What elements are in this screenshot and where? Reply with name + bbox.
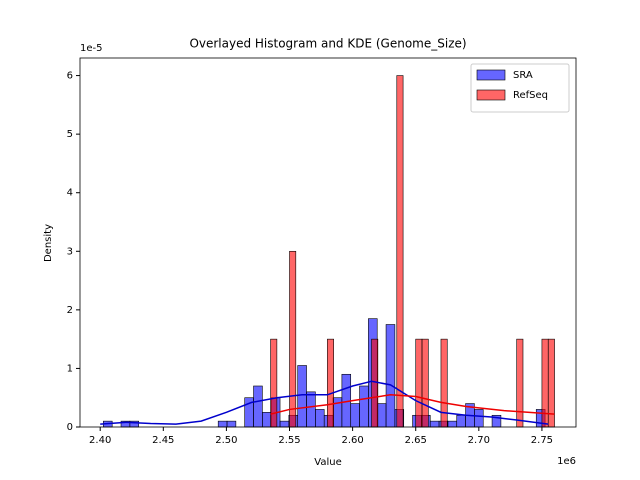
- histogram-bar: [385, 324, 396, 428]
- histogram-bar: [350, 403, 360, 428]
- y-tick-label: 3: [67, 246, 73, 257]
- histogram-bar: [262, 412, 272, 428]
- histogram-bar: [297, 365, 307, 428]
- x-tick-label: 2.70: [468, 435, 490, 446]
- histogram-bar: [306, 391, 316, 428]
- y-axis-label: Density: [43, 224, 54, 262]
- x-tick-label: 2.60: [341, 435, 363, 446]
- histogram-bar: [415, 338, 423, 428]
- x-tick-label: 2.65: [405, 435, 427, 446]
- histogram-bar: [217, 420, 228, 428]
- x-offset-label: 1e6: [557, 456, 576, 467]
- histogram-bar: [289, 250, 297, 428]
- legend-swatch: [476, 89, 506, 101]
- histogram-bar: [396, 75, 404, 428]
- histogram-bar: [429, 420, 440, 428]
- histogram-bar: [359, 385, 369, 428]
- y-tick-label: 4: [67, 188, 73, 199]
- chart-title: Overlayed Histogram and KDE (Genome_Size…: [189, 37, 466, 51]
- histogram-bar: [253, 385, 263, 428]
- histogram-bar: [516, 338, 524, 428]
- legend-label: RefSeq: [513, 90, 548, 101]
- histogram-bar: [447, 420, 458, 428]
- x-tick-label: 2.75: [531, 435, 553, 446]
- y-tick-label: 1: [67, 363, 73, 374]
- y-tick-label: 6: [67, 71, 73, 82]
- histogram-bar: [474, 409, 484, 428]
- histogram-bar: [327, 338, 334, 428]
- y-tick-label: 2: [67, 305, 73, 316]
- y-tick-label: 0: [67, 422, 73, 433]
- kde-line: [100, 380, 549, 425]
- histogram-bar: [456, 414, 466, 428]
- y-offset-label: 1e-5: [80, 43, 103, 54]
- x-tick-label: 2.40: [89, 435, 111, 446]
- histogram-bar: [421, 338, 429, 428]
- legend-label: SRA: [513, 70, 533, 81]
- axes-frame: [79, 57, 577, 428]
- histogram-bar: [226, 420, 237, 428]
- legend-swatch: [476, 69, 506, 81]
- histogram-bar: [279, 420, 290, 428]
- kde-line: [270, 394, 555, 415]
- histogram-bar: [315, 409, 325, 428]
- y-tick-label: 5: [67, 129, 73, 140]
- histogram-bar: [440, 338, 448, 428]
- x-axis-label: Value: [314, 457, 341, 468]
- x-tick-label: 2.50: [215, 435, 237, 446]
- x-tick-label: 2.55: [278, 435, 300, 446]
- x-tick-label: 2.45: [152, 435, 174, 446]
- histogram-bar: [376, 403, 387, 428]
